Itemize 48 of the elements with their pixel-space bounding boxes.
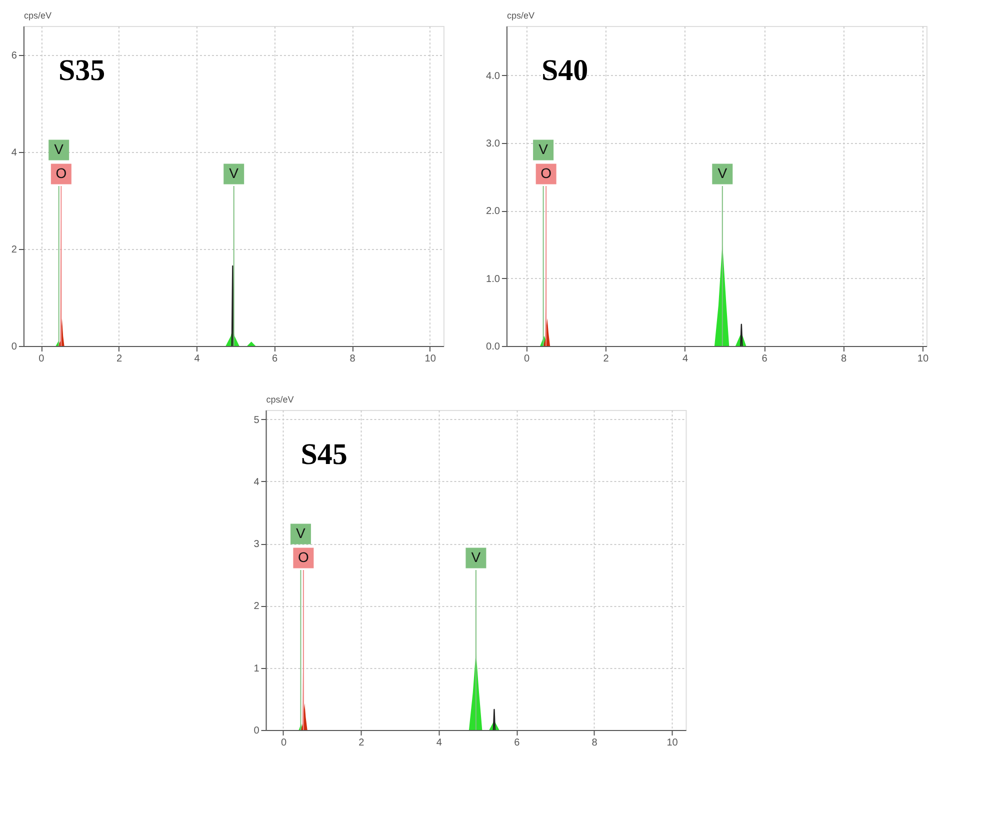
x-tick-label: 2 xyxy=(116,354,122,364)
ref-line-label: O xyxy=(540,165,552,181)
y-tick-label: 1.0 xyxy=(486,274,500,285)
x-tick-label: 10 xyxy=(917,354,929,364)
ref-line-label: V xyxy=(229,165,240,181)
y-tick-label: 4.0 xyxy=(486,70,500,82)
y-tick-label: 3.0 xyxy=(486,138,500,150)
ref-line-label: V xyxy=(296,525,306,541)
y-tick-label: 4 xyxy=(254,476,260,488)
x-tick-label: 4 xyxy=(436,738,442,748)
y-tick-label: 6 xyxy=(11,50,18,62)
x-tick-label: 0 xyxy=(280,738,287,748)
y-tick-label: 0 xyxy=(11,342,18,352)
x-tick-label: 6 xyxy=(514,738,520,748)
y-tick-label: 0.0 xyxy=(486,342,500,352)
x-tick-label: 2 xyxy=(603,354,610,364)
ref-line-label: V xyxy=(718,165,728,181)
ref-line-label: O xyxy=(298,549,309,565)
y-tick-label: 3 xyxy=(254,539,260,550)
y-tick-label: 0 xyxy=(254,726,260,736)
x-tick-label: 4 xyxy=(682,354,688,364)
x-tick-label: 0 xyxy=(38,354,45,364)
ref-line-label: V xyxy=(471,549,482,565)
x-tick-label: 0 xyxy=(524,354,530,364)
y-tick-label: 5 xyxy=(254,414,260,426)
text: S45 xyxy=(300,438,348,471)
y-axis-title: cps/eV xyxy=(266,394,294,404)
x-tick-label: 8 xyxy=(350,354,356,364)
ref-line-label: O xyxy=(56,165,67,181)
x-tick-label: 6 xyxy=(762,354,768,364)
x-tick-label: 2 xyxy=(358,738,365,748)
y-tick-label: 2 xyxy=(254,601,260,612)
x-tick-label: 4 xyxy=(194,354,200,364)
text: S35 xyxy=(58,54,106,87)
y-tick-label: 4 xyxy=(11,148,18,159)
ref-line-label: V xyxy=(54,141,64,157)
y-tick-label: 2.0 xyxy=(486,206,500,218)
y-tick-label: 2 xyxy=(11,244,18,256)
text: S40 xyxy=(541,54,588,87)
y-tick-label: 1 xyxy=(254,663,260,674)
ref-line-label: V xyxy=(538,141,549,157)
y-axis-title: cps/eV xyxy=(24,10,52,20)
x-tick-label: 6 xyxy=(272,354,278,364)
x-tick-label: 10 xyxy=(424,354,436,364)
x-tick-label: 8 xyxy=(592,738,598,748)
x-tick-label: 8 xyxy=(840,354,847,364)
x-tick-label: 10 xyxy=(666,738,678,748)
y-axis-title: cps/eV xyxy=(506,10,534,20)
